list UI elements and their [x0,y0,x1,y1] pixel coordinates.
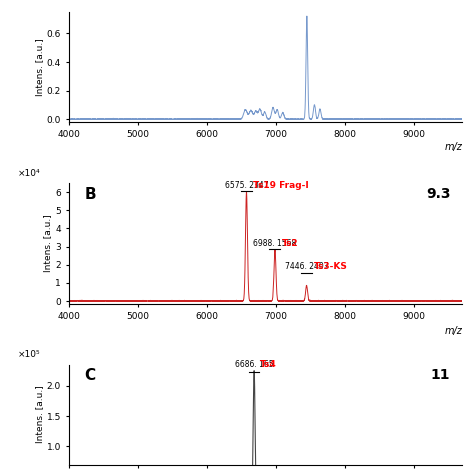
Y-axis label: Intens. [a.u.]: Intens. [a.u.] [35,38,44,96]
Text: 11: 11 [431,368,450,382]
Text: Ts3-KS: Ts3-KS [313,262,347,271]
Text: C: C [84,368,96,383]
Text: 6575. 2347: 6575. 2347 [225,181,268,190]
Text: m/z: m/z [444,326,462,336]
Text: ×10⁵: ×10⁵ [18,350,40,359]
Y-axis label: Intens. [a.u.]: Intens. [a.u.] [35,386,44,444]
Text: m/z: m/z [444,142,462,152]
Text: 6686. 165: 6686. 165 [235,360,273,369]
Text: ×10⁴: ×10⁴ [18,169,40,178]
Text: B: B [84,187,96,201]
Text: 9.3: 9.3 [426,187,450,201]
Text: 6988. 1568: 6988. 1568 [253,238,297,247]
Text: Ts19 Frag-I: Ts19 Frag-I [254,181,309,190]
Y-axis label: Intens. [a.u.]: Intens. [a.u.] [44,215,53,273]
Text: Ts2: Ts2 [282,238,299,247]
Text: Ts4: Ts4 [260,360,277,369]
Text: 7446. 2407: 7446. 2407 [285,262,328,271]
